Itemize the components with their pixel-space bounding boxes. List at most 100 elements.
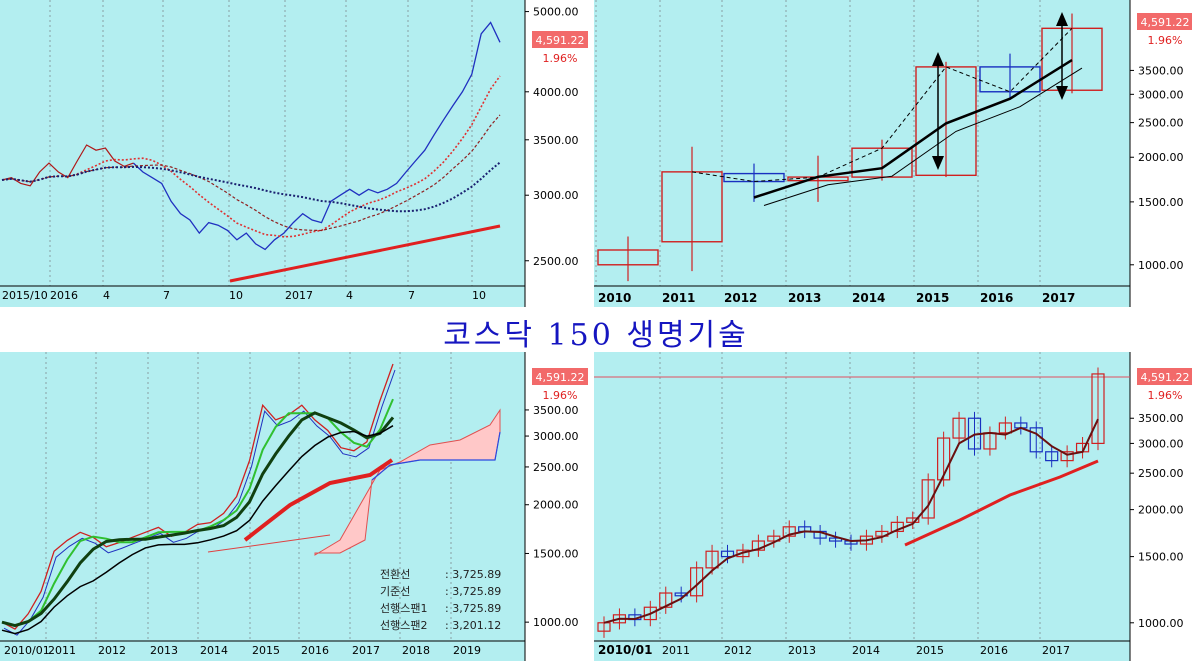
yearly-candle-body [597,249,659,266]
ichimoku-ytick-label: 3000.00 [533,430,579,443]
ichimoku-legend-label: 기준선 [380,585,410,598]
yearly-ytick-label: 3500.00 [1138,64,1184,77]
ichimoku-red-thick-line [243,458,394,542]
yearly-change-pct: 1.96% [1148,34,1183,47]
ichimoku-xtick-label: 2019 [453,644,481,657]
ichimoku-base-line [1,411,395,628]
daily-last-price-box [532,31,588,48]
monthly-xtick-label: 2011 [662,644,690,657]
daily-xtick-label: 10 [229,289,243,302]
daily-ytick-label: 5000.00 [533,6,579,19]
daily-ma-short [1,75,501,238]
yearly-xtick-label: 2010 [598,291,631,305]
ichimoku-ytick-label: 1500.00 [533,547,579,560]
daily-xtick-label: 2015/10 [2,289,48,302]
monthly-candle-body [705,550,719,569]
monthly-xtick-label: 2010/01 [598,643,652,657]
ichimoku-xtick-label: 2018 [402,644,430,657]
daily-ma-longest [229,224,501,283]
yearly-last-price: 4,591.22 [1141,16,1190,29]
yearly-last-price-box [1137,13,1192,30]
monthly-panel-bg [594,352,1130,661]
ichimoku-legend-value: : 3,725.89 [445,585,501,598]
ichimoku-lagging-line [1,425,394,635]
daily-xtick-label: 7 [408,289,415,302]
daily-xtick-label: 2017 [285,289,313,302]
daily-xtick-label: 7 [163,289,170,302]
ichimoku-panel-bg [0,352,525,661]
ichimoku-xtick-label: 2017 [352,644,380,657]
daily-change-pct: 1.96% [543,52,578,65]
yearly-xtick-label: 2012 [724,291,757,305]
daily-ytick-label: 3000.00 [533,189,579,202]
ichimoku-ytick-label: 2000.00 [533,499,579,512]
yearly-candle-body [915,66,977,177]
monthly-xtick-label: 2015 [916,644,944,657]
daily-ytick-label: 4000.00 [533,86,579,99]
ichimoku-span2-line [371,431,501,481]
daily-ytick-label: 2500.00 [533,255,579,268]
monthly-xtick-label: 2013 [788,644,816,657]
monthly-xtick-label: 2016 [980,644,1008,657]
monthly-candle-body [952,417,966,439]
ichimoku-legend-label: 전환선 [380,568,410,581]
daily-xtick-label: 4 [346,289,353,302]
yearly-arrow-2017-head-down [1056,86,1068,100]
monthly-ytick-label: 3000.00 [1138,437,1184,450]
ichimoku-xtick-label: 2012 [98,644,126,657]
daily-price-line [133,21,501,251]
monthly-candle-body [690,567,704,597]
ichimoku-xtick-label: 2016 [301,644,329,657]
monthly-candle-body [1060,451,1074,462]
monthly-ytick-label: 3500.00 [1138,412,1184,425]
monthly-candle-body [643,606,657,621]
yearly-panel-bg [594,0,1130,307]
monthly-ytick-label: 2500.00 [1138,467,1184,480]
yearly-xtick-label: 2013 [788,291,821,305]
ichimoku-legend-value: : 3,725.89 [445,568,501,581]
yearly-ma-dashed [691,27,1073,183]
monthly-candle-body [921,479,935,519]
yearly-candle-body [723,172,785,183]
monthly-candle-body [1091,373,1105,445]
yearly-candle-body [661,171,723,243]
daily-price-line-early [1,144,134,187]
yearly-ytick-label: 2500.00 [1138,117,1184,130]
monthly-last-price-box [1137,368,1192,385]
yearly-xtick-label: 2017 [1042,291,1075,305]
yearly-xtick-label: 2016 [980,291,1013,305]
yearly-ma-thin [763,67,1083,206]
yearly-arrow-2017-head-up [1056,12,1068,26]
ichimoku-xtick-label: 2015 [252,644,280,657]
yearly-ma-thick [753,59,1073,199]
monthly-candle-body [1045,451,1059,462]
ichimoku-last-price-box [532,368,588,385]
ichimoku-xtick-label: 2014 [200,644,228,657]
monthly-candle-body [828,537,843,542]
daily-xtick-label: 4 [103,289,110,302]
yearly-arrow-2015-head-down [932,156,944,170]
daily-xtick-label: 10 [472,289,486,302]
yearly-arrow-2015-head-up [932,52,944,66]
ichimoku-change-pct: 1.96% [543,389,578,402]
ichimoku-ytick-label: 2500.00 [533,461,579,474]
ichimoku-ytick-label: 3500.00 [533,404,579,417]
ichimoku-price-line [1,363,394,630]
daily-last-price: 4,591.22 [536,34,585,47]
yearly-ytick-label: 3000.00 [1138,88,1184,101]
page-title: 코스닥 150 생명기술 [443,318,749,353]
monthly-ytick-label: 2000.00 [1138,504,1184,517]
monthly-change-pct: 1.96% [1148,389,1183,402]
ichimoku-span-lead [207,534,331,553]
monthly-candle-body [736,549,750,558]
daily-ma-mid [1,114,501,232]
monthly-ma-short [603,418,1099,624]
monthly-candle-body [937,437,951,481]
ichimoku-legend-label: 선행스팬1 [380,602,427,615]
yearly-xtick-label: 2015 [916,291,949,305]
ichimoku-legend-value: : 3,725.89 [445,602,501,615]
daily-ytick-label: 3500.00 [533,134,579,147]
daily-xtick-label: 2016 [50,289,78,302]
monthly-ytick-label: 1500.00 [1138,551,1184,564]
